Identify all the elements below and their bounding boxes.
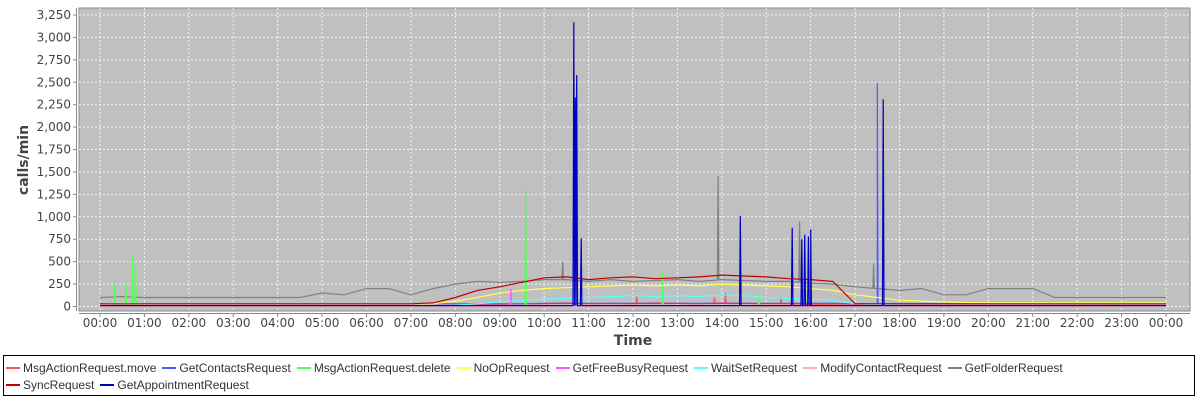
legend-item: GetContactsRequest (162, 359, 291, 376)
line-chart: 0 250 500 750 1,000 1,250 1,500 1,750 2,000 2,250… (16, 7, 1191, 349)
legend-label: GetContactsRequest (179, 360, 291, 375)
y-tick-label: 3,250 (37, 8, 71, 22)
x-tick-label: 10:00 (527, 316, 562, 330)
x-tick-label: 01:00 (127, 316, 162, 330)
x-tick-label: 11:00 (571, 316, 606, 330)
legend-swatch (6, 366, 20, 369)
series-line (100, 274, 1166, 305)
series-getappointmentrequest (100, 22, 1166, 307)
legend-label: SyncRequest (23, 377, 95, 392)
x-tick-label: 23:00 (1104, 316, 1139, 330)
series-lines (99, 22, 1166, 307)
legend-swatch (100, 383, 115, 386)
x-tick-label: 14:00 (705, 316, 740, 330)
y-tick-label: 2,250 (37, 98, 71, 112)
series-syncrequest (100, 274, 1166, 305)
legend-item: GetFreeBusyRequest (555, 359, 688, 376)
legend: MsgActionRequest.move GetContactsRequest M… (3, 355, 1195, 396)
x-tick-label: 12:00 (616, 316, 651, 330)
plot-area (78, 7, 1191, 312)
legend-item: WaitSetRequest (694, 359, 797, 376)
legend-swatch (296, 366, 311, 369)
x-axis-title: Time (614, 333, 652, 349)
legend-swatch (162, 366, 177, 369)
legend-label: GetFreeBusyRequest (572, 360, 688, 375)
x-tick-label: 05:00 (305, 316, 340, 330)
y-tick-label: 1,750 (37, 143, 71, 157)
y-tick-label: 2,500 (37, 75, 71, 89)
legend-label: GetFolderRequest (964, 360, 1063, 375)
x-tick-label: 22:00 (1060, 316, 1095, 330)
x-tick-label: 04:00 (260, 316, 295, 330)
y-tick-label: 2,000 (37, 120, 71, 134)
x-tick-label: 16:00 (793, 316, 828, 330)
x-ticks: 00:00 01:00 02:00 03:00 04:00 05:00 06:00 07:00… (83, 314, 1184, 330)
legend-label: MsgActionRequest.move (23, 360, 157, 375)
series-line (100, 22, 1166, 307)
x-tick-label: 03:00 (216, 316, 251, 330)
legend-swatch (456, 366, 471, 369)
x-tick-label: 06:00 (349, 316, 384, 330)
legend-label: ModifyContactRequest (820, 360, 942, 375)
series-line (99, 176, 1166, 299)
legend-swatch (694, 366, 708, 369)
legend-swatch (947, 366, 962, 369)
legend-label: WaitSetRequest (711, 360, 798, 375)
legend-swatch (6, 383, 20, 386)
legend-item: NoOpRequest (456, 359, 550, 376)
x-tick-label: 07:00 (394, 316, 429, 330)
y-ticks: 0 250 500 750 1,000 1,250 1,500 1,750 2,000 2,250… (37, 8, 76, 314)
legend-swatch (555, 366, 570, 369)
y-tick-label: 1,500 (37, 165, 71, 179)
y-tick-label: 1,000 (37, 210, 71, 224)
y-tick-label: 250 (48, 277, 71, 291)
x-tick-label: 09:00 (482, 316, 517, 330)
x-tick-label: 19:00 (927, 316, 962, 330)
x-tick-label: 13:00 (660, 316, 695, 330)
y-tick-label: 2,750 (37, 53, 71, 67)
legend-item: GetAppointmentRequest (100, 376, 249, 393)
x-tick-label: 00:00 (83, 316, 118, 330)
y-tick-label: 1,250 (37, 187, 71, 201)
legend-label: MsgActionRequest.delete (313, 360, 451, 375)
x-tick-label: 20:00 (971, 316, 1006, 330)
y-axis-title: calls/min (16, 125, 32, 195)
x-tick-label: 08:00 (438, 316, 473, 330)
x-tick-label: 21:00 (1015, 316, 1050, 330)
legend-item: GetFolderRequest (947, 359, 1063, 376)
series-getfolderrequest (99, 176, 1166, 299)
gridlines (79, 8, 1190, 311)
legend-item: SyncRequest (6, 376, 94, 393)
y-tick-label: 500 (48, 255, 71, 269)
x-tick-label: 17:00 (838, 316, 873, 330)
legend-label: GetAppointmentRequest (117, 377, 249, 392)
y-tick-label: 3,000 (37, 30, 71, 44)
legend-swatch (803, 366, 818, 369)
x-tick-label: 02:00 (172, 316, 207, 330)
y-tick-label: 0 (63, 300, 71, 314)
y-tick-label: 750 (48, 232, 71, 246)
legend-item: MsgActionRequest.delete (296, 359, 451, 376)
x-tick-label: 15:00 (749, 316, 784, 330)
legend-label: NoOpRequest (473, 360, 550, 375)
legend-item: ModifyContactRequest (803, 359, 942, 376)
x-tick-label: 00:00 (1149, 316, 1184, 330)
x-tick-label: 18:00 (882, 316, 917, 330)
legend-item: MsgActionRequest.move (6, 359, 156, 376)
